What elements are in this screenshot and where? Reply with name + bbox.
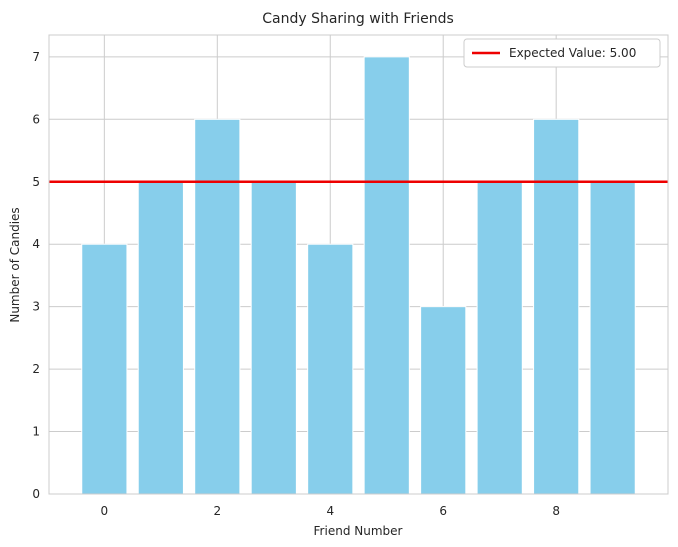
y-tick-label: 6 xyxy=(32,112,40,126)
x-tick-label: 6 xyxy=(439,504,447,518)
bar xyxy=(420,306,467,495)
chart-title: Candy Sharing with Friends xyxy=(262,11,454,27)
bar xyxy=(533,118,580,495)
bar xyxy=(250,181,297,495)
plot-frame xyxy=(48,34,669,495)
bar xyxy=(589,181,636,495)
x-axis-label: Friend Number xyxy=(314,524,403,538)
bars xyxy=(81,56,636,495)
bar xyxy=(194,118,241,495)
y-axis-label: Number of Candies xyxy=(8,207,22,322)
y-tick-label: 1 xyxy=(32,425,40,439)
bar xyxy=(307,243,354,495)
legend: Expected Value: 5.00 xyxy=(463,38,661,68)
y-tick-label: 4 xyxy=(32,237,40,251)
bar xyxy=(363,56,410,495)
x-tick-label: 0 xyxy=(101,504,109,518)
y-tick-label: 7 xyxy=(32,50,40,64)
legend-entry-label: Expected Value: 5.00 xyxy=(509,46,636,60)
legend-box xyxy=(463,38,661,68)
y-tick-label: 5 xyxy=(32,175,40,189)
x-tick-label: 2 xyxy=(213,504,221,518)
bar xyxy=(81,243,128,495)
y-tick-label: 3 xyxy=(32,300,40,314)
x-tick-label: 8 xyxy=(552,504,560,518)
bar xyxy=(476,181,523,495)
x-tick-label: 4 xyxy=(326,504,334,518)
y-tick-labels: 0 1 2 3 4 5 6 7 xyxy=(32,50,40,501)
bar xyxy=(137,181,184,495)
y-tick-label: 0 xyxy=(32,487,40,501)
x-tick-labels: 0 2 4 6 8 xyxy=(101,504,560,518)
y-tick-label: 2 xyxy=(32,362,40,376)
